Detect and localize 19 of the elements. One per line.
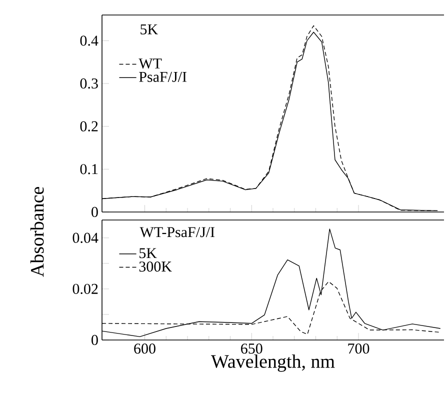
y-tick-label: 0.04 [72, 232, 98, 243]
annotation: WT-PsaF/J/I [140, 227, 215, 238]
annotation: 5K [140, 24, 158, 34]
y-tick-label: 0.02 [72, 284, 98, 294]
legend-label: WT [138, 58, 162, 69]
y-tick-label: 0.3 [80, 78, 98, 89]
x-axis-title: Wavelength, nm [210, 354, 335, 372]
y-tick-label: 0.4 [80, 36, 98, 46]
y-tick-label: 0.1 [80, 164, 98, 174]
x-tick-label: 650 [241, 344, 262, 354]
y-tick-label: 0 [92, 334, 98, 346]
y-axis-title: Absorbance [30, 186, 44, 277]
x-tick-label: 600 [134, 344, 156, 354]
x-tick-label: 700 [348, 344, 370, 354]
y-tick-label: 0 [92, 206, 98, 218]
y-tick-label: 0.2 [80, 121, 98, 132]
legend-label: 5K [140, 248, 157, 258]
legend-label: 300K [139, 262, 172, 272]
legend-label: PsaF/J/I [139, 72, 186, 82]
